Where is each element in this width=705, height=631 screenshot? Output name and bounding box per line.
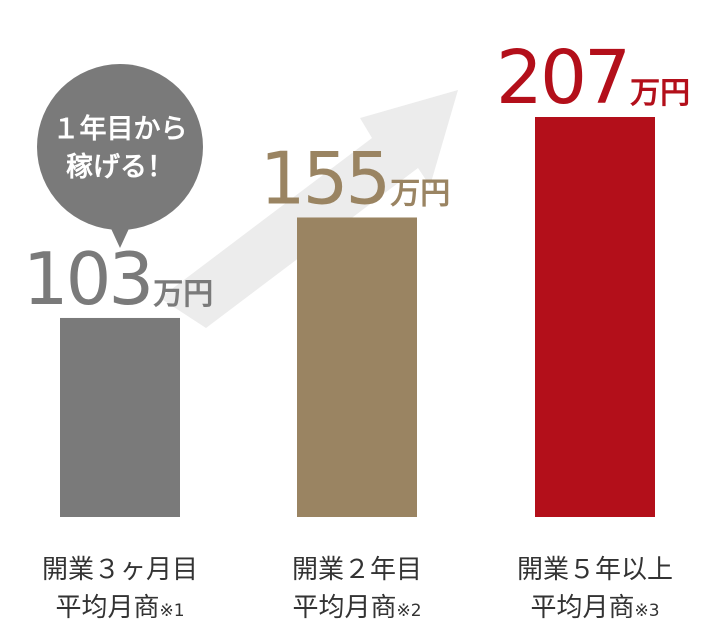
category-label-2: 開業２年目 [292, 555, 422, 585]
value-unit-2: 万円 [390, 176, 450, 211]
category-sublabel-3: 平均月商※3 [530, 593, 659, 623]
bar-1 [60, 317, 180, 517]
value-number-1: 103 [23, 237, 151, 321]
category-sublabel-text-3: 平均月商 [530, 593, 634, 623]
speech-bubble-tail [108, 222, 132, 248]
category-label-1: 開業３ヶ月目 [42, 555, 198, 585]
category-note-2: ※2 [396, 601, 421, 621]
bar-3 [535, 117, 655, 517]
category-label-3: 開業５年以上 [517, 555, 673, 585]
category-sublabel-text-2: 平均月商 [292, 593, 396, 623]
growth-arrow [160, 90, 458, 328]
bubble-line-1: １年目から [53, 113, 188, 145]
bubble-line-2: 稼げる！ [66, 152, 174, 183]
category-sublabel-2: 平均月商※2 [292, 593, 421, 623]
value-label-2: 155万円 [260, 136, 450, 220]
speech-bubble: １年目から 稼げる！ [37, 64, 203, 248]
value-unit-3: 万円 [630, 76, 690, 111]
value-label-1: 103万円 [23, 237, 213, 321]
bar-2 [297, 217, 417, 517]
value-number-3: 207 [496, 35, 628, 121]
category-sublabel-1: 平均月商※1 [55, 593, 184, 623]
speech-bubble-circle [37, 64, 203, 230]
value-label-3: 207万円 [496, 35, 690, 121]
category-note-3: ※3 [634, 601, 659, 621]
value-unit-1: 万円 [153, 277, 213, 312]
category-sublabel-text-1: 平均月商 [55, 593, 159, 623]
category-note-1: ※1 [159, 601, 184, 621]
value-number-2: 155 [260, 136, 388, 220]
